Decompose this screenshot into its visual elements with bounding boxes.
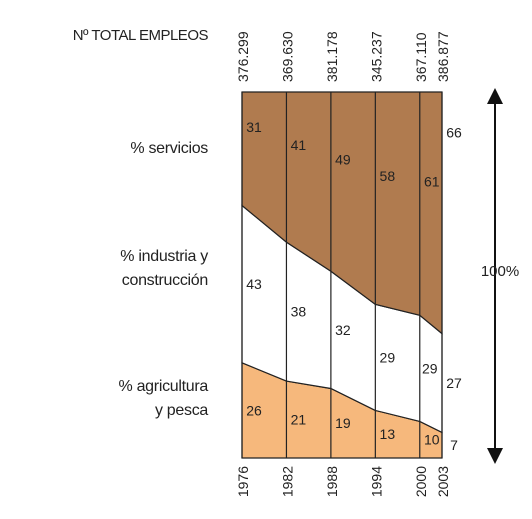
value-label: 49 [335, 152, 351, 168]
total-labels: 376.299 369.630 381.178 345.237 367.110 386.8… [235, 31, 451, 82]
value-label: 19 [335, 415, 351, 431]
value-label: 61 [424, 174, 440, 190]
series-label: % industria y [120, 248, 208, 265]
value-label: 43 [246, 276, 262, 292]
x-tick-label: 1988 [324, 466, 340, 497]
value-label: 29 [380, 349, 396, 365]
x-tick-label: 1994 [368, 466, 384, 497]
value-label: 29 [422, 360, 438, 376]
value-label: 31 [246, 119, 262, 135]
series-label: % agricultura [119, 378, 209, 395]
x-tick-label: 1976 [235, 466, 251, 497]
scale-label: 100% [481, 263, 519, 280]
value-label: 41 [291, 137, 307, 153]
series-label: construcción [122, 272, 208, 289]
value-label: 38 [291, 304, 307, 320]
value-label: 66 [446, 124, 462, 140]
x-tick-label: 2000 [413, 466, 429, 497]
total-label-2000: 367.110 [413, 32, 429, 82]
x-tick-label: 1982 [279, 466, 295, 497]
total-label-1976: 376.299 [235, 31, 251, 82]
value-label: 27 [446, 375, 462, 391]
total-label-1982: 369.630 [279, 31, 295, 82]
series-label: y pesca [155, 402, 208, 419]
series-label: % servicios [130, 140, 208, 157]
total-label-1994: 345.237 [368, 31, 384, 82]
value-label: 21 [291, 412, 307, 428]
value-labels: 26 21 19 13 10 7 43 38 32 29 29 27 31 41 49 58 61 66 [246, 119, 462, 453]
value-label: 26 [246, 402, 262, 418]
year-dividers [241, 92, 443, 458]
chart-areas [241, 91, 443, 459]
total-label-2003: 386.877 [435, 31, 451, 82]
series-labels: % agricultura y pesca % industria y constru… [119, 140, 209, 419]
value-label: 13 [380, 426, 396, 442]
value-label: 32 [335, 322, 351, 338]
value-label: 58 [380, 168, 396, 184]
x-tick-labels: 1976 1982 1988 1994 2000 2003 [235, 466, 451, 497]
value-label: 7 [450, 437, 458, 453]
totals-title: Nº TOTAL EMPLEOS [73, 27, 209, 44]
total-label-1988: 381.178 [324, 31, 340, 82]
x-tick-label: 2003 [435, 466, 451, 497]
value-label: 10 [424, 432, 440, 448]
